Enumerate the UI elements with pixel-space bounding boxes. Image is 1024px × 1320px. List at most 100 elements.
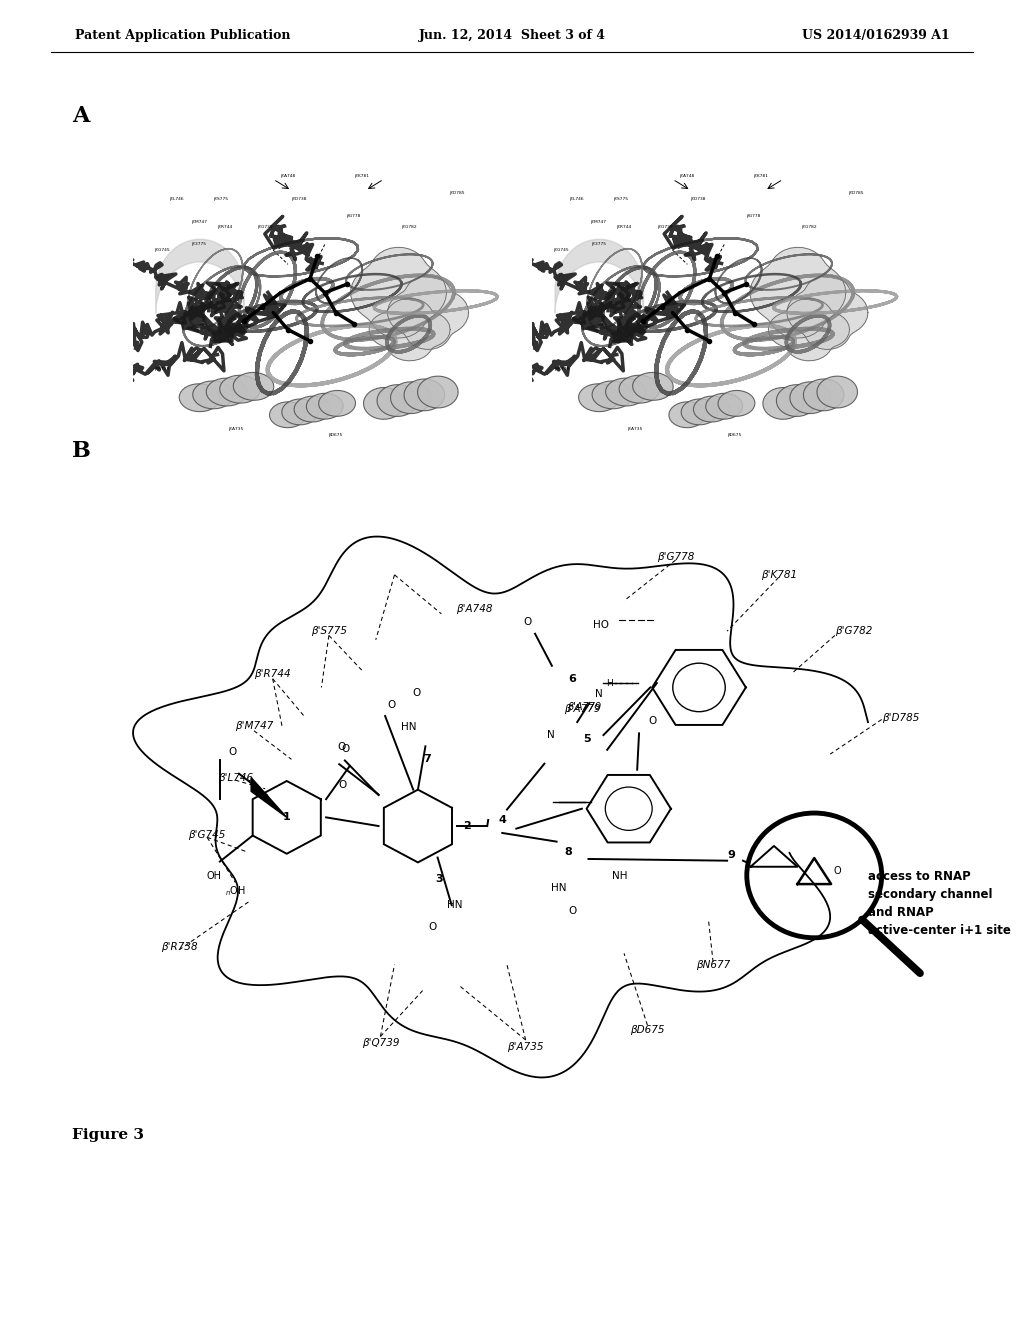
Text: β'L746: β'L746 [170,197,184,201]
Text: Patent Application Publication: Patent Application Publication [75,29,291,41]
Ellipse shape [318,391,355,416]
Text: access to RNAP
secondary channel
and RNAP
active-center i+1 site: access to RNAP secondary channel and RNA… [867,870,1011,937]
Ellipse shape [269,401,306,428]
Polygon shape [370,298,451,360]
Text: β'A735: β'A735 [508,1041,544,1052]
Polygon shape [388,276,469,350]
Text: βN677: βN677 [696,960,730,970]
Text: N: N [547,730,555,741]
Text: β'G739: β'G739 [657,226,673,230]
Text: O: O [412,688,420,698]
Text: β'G782: β'G782 [835,626,872,636]
Text: β'S775: β'S775 [613,197,629,201]
Text: $_{n}$OH: $_{n}$OH [225,884,246,898]
Ellipse shape [706,393,742,420]
Text: β'A779: β'A779 [566,702,601,713]
Text: β'R744: β'R744 [254,669,291,680]
Ellipse shape [605,378,646,407]
Text: β'G745: β'G745 [554,248,569,252]
Text: O: O [337,742,345,752]
Polygon shape [787,276,868,350]
Text: O: O [648,717,656,726]
Text: βD675: βD675 [630,1024,665,1035]
Text: O: O [834,866,842,876]
Text: β'M747: β'M747 [591,219,607,224]
Text: NH: NH [611,871,627,882]
Text: β'L746: β'L746 [569,197,584,201]
Text: 2: 2 [463,821,470,832]
Ellipse shape [718,391,755,416]
Ellipse shape [633,372,673,400]
Text: O: O [429,921,437,932]
Text: β'G782: β'G782 [401,226,418,230]
Text: HN: HN [551,883,566,894]
Text: O: O [523,618,531,627]
Ellipse shape [220,375,260,403]
Text: 6: 6 [568,673,577,684]
Text: N: N [595,689,603,700]
Text: β'R738: β'R738 [161,942,198,952]
Ellipse shape [620,375,659,403]
Text: O: O [339,780,347,791]
Text: Jun. 12, 2014  Sheet 3 of 4: Jun. 12, 2014 Sheet 3 of 4 [419,29,605,41]
Text: β'A748: β'A748 [456,605,493,615]
Text: β'A735: β'A735 [628,426,643,430]
Ellipse shape [282,399,318,425]
Text: βD675: βD675 [728,433,742,437]
Text: βG778: βG778 [746,214,761,218]
Text: β'G778: β'G778 [657,553,694,562]
Text: β'R738: β'R738 [554,367,569,371]
Ellipse shape [306,393,343,420]
Text: β'R744: β'R744 [617,226,632,230]
Text: 8: 8 [564,847,571,857]
Text: 1: 1 [283,812,291,822]
Text: A: A [72,106,89,127]
Text: β'3775: β'3775 [191,243,207,247]
Text: β'G745: β'G745 [155,248,170,252]
Ellipse shape [364,388,404,420]
Ellipse shape [404,379,444,411]
Ellipse shape [592,381,633,409]
Ellipse shape [804,379,844,411]
Text: β'3775: β'3775 [591,243,606,247]
Text: β'R738: β'R738 [155,367,170,371]
Text: O: O [568,906,577,916]
Text: 7: 7 [423,754,431,764]
Text: β'D785: β'D785 [882,713,920,723]
Ellipse shape [206,378,247,407]
Ellipse shape [681,399,718,425]
Text: Figure 3: Figure 3 [72,1129,144,1142]
Text: 3: 3 [435,874,443,884]
Text: β'K781: β'K781 [754,174,769,178]
Text: β'G739: β'G739 [258,226,273,230]
Text: β'R744: β'R744 [218,226,232,230]
Text: β'D738: β'D738 [690,197,707,201]
Text: HN: HN [446,900,462,911]
Ellipse shape [294,396,331,422]
Text: 9: 9 [728,850,735,859]
Ellipse shape [693,396,730,422]
Text: H: H [606,678,613,688]
Ellipse shape [390,381,431,413]
Text: HO: HO [593,620,609,630]
Text: β'Q739: β'Q739 [361,1038,399,1048]
Ellipse shape [763,388,804,420]
Text: βD675: βD675 [329,433,343,437]
Ellipse shape [377,384,418,416]
Ellipse shape [776,384,817,416]
Ellipse shape [193,381,233,409]
Text: β'D738: β'D738 [291,197,307,201]
Text: β'D785: β'D785 [450,191,465,195]
Ellipse shape [790,381,830,413]
Polygon shape [751,247,846,338]
Text: β'A748: β'A748 [680,174,695,178]
Text: β'A779: β'A779 [563,704,600,714]
Text: β'A748: β'A748 [281,174,296,178]
Text: β'L746: β'L746 [218,774,253,783]
Text: B: B [72,440,91,462]
Text: β'G782: β'G782 [801,226,817,230]
Ellipse shape [179,384,220,412]
Text: β'M747: β'M747 [191,219,208,224]
Text: β'G745: β'G745 [188,830,225,840]
Ellipse shape [669,401,706,428]
